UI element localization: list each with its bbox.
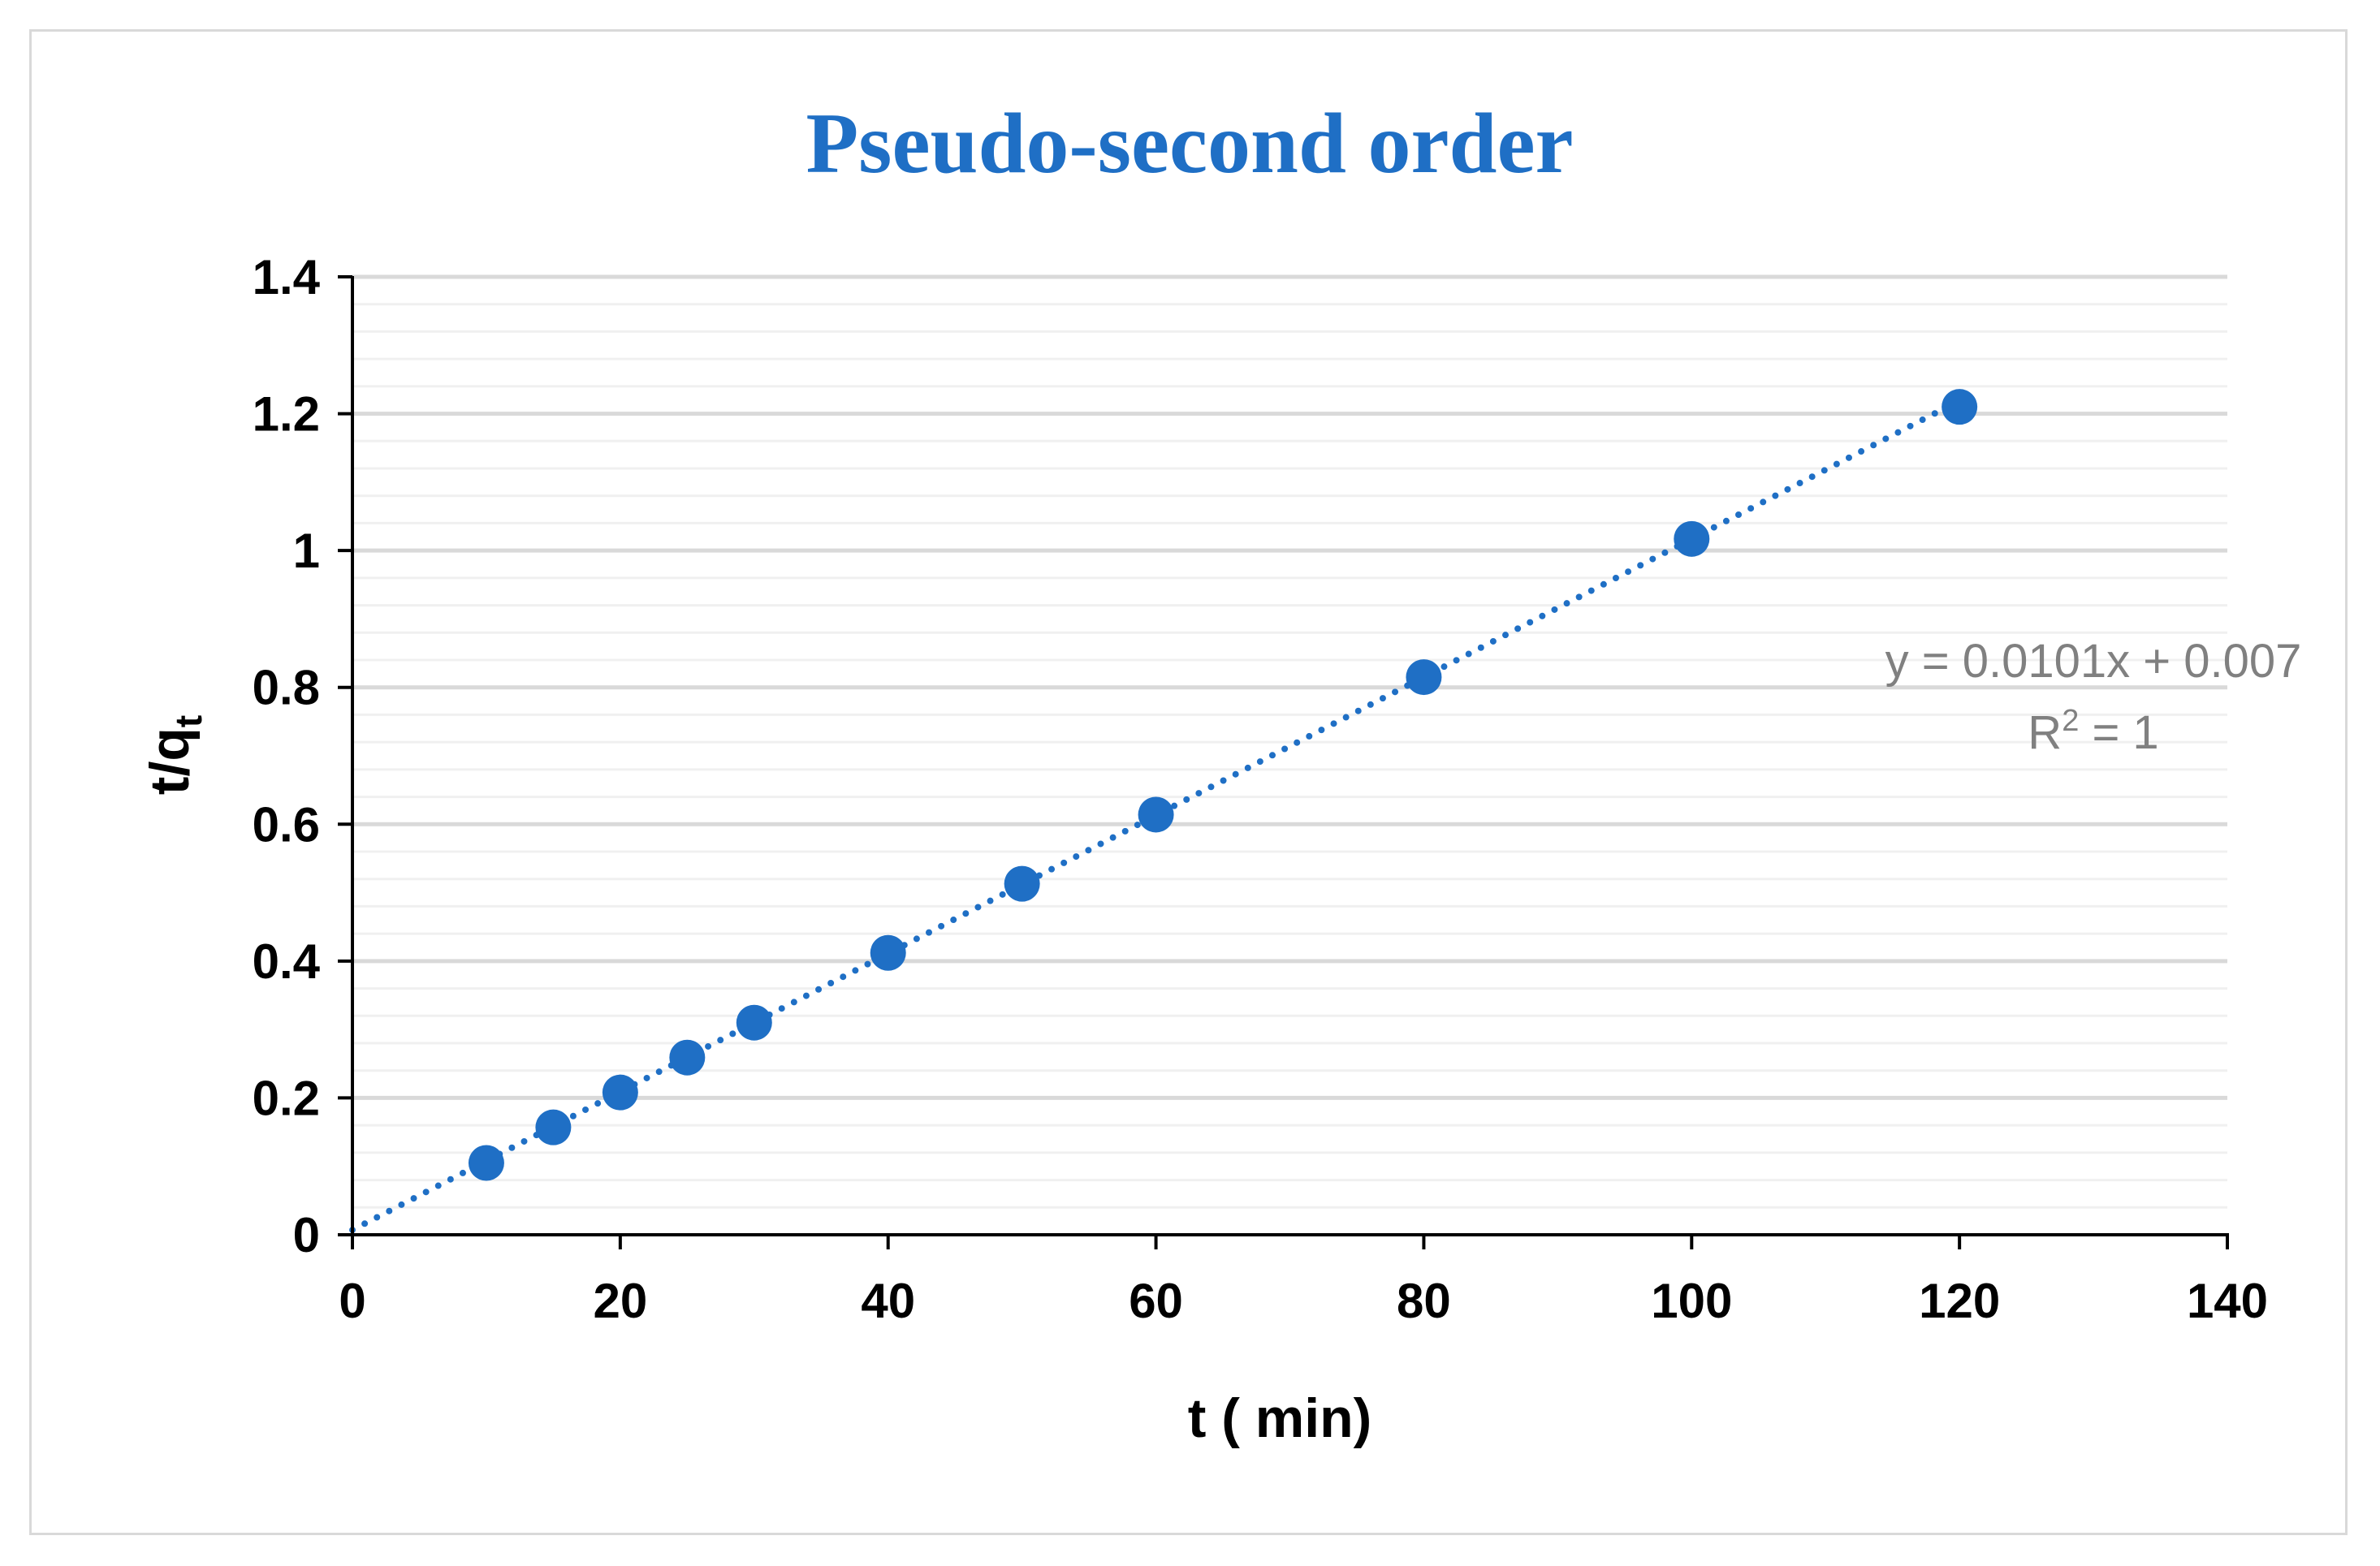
- data-point: [468, 1145, 504, 1181]
- x-tick-label: 80: [1397, 1274, 1451, 1328]
- y-tick-label: 0.2: [253, 1071, 320, 1125]
- data-point: [669, 1039, 706, 1076]
- r2-value: = 1: [2079, 706, 2158, 759]
- data-point: [535, 1109, 572, 1145]
- data-point: [602, 1074, 638, 1111]
- y-tick-label: 1: [293, 524, 320, 578]
- y-tick-label: 0.4: [253, 934, 321, 989]
- y-tick-label: 1.4: [253, 250, 321, 304]
- y-tick-label: 0: [293, 1208, 320, 1262]
- data-point: [870, 934, 906, 971]
- y-tick-label: 0.8: [253, 661, 320, 715]
- data-point: [1138, 796, 1174, 833]
- minor-grid: [352, 303, 2227, 1209]
- data-point: [1942, 389, 1978, 425]
- y-axis-title-subscript: t: [167, 715, 209, 727]
- x-tick-label: 120: [1919, 1274, 2000, 1328]
- axes: [338, 275, 2229, 1249]
- data-point: [736, 1004, 772, 1041]
- chart-frame: [29, 29, 2348, 1535]
- r2-label: R: [2028, 706, 2062, 759]
- data-points: [468, 389, 1978, 1181]
- trendline-equation: y = 0.0101x + 0.007: [1885, 635, 2302, 688]
- trendline-r-squared: R2 = 1: [2028, 704, 2158, 759]
- r2-superscript: 2: [2062, 704, 2079, 738]
- y-axis-title: t/qt: [139, 715, 209, 795]
- major-grid: [352, 274, 2227, 1100]
- x-tick-labels: 0 20 40 60 80 100 120 140: [339, 1274, 2268, 1328]
- x-tick-label: 100: [1651, 1274, 1732, 1328]
- chart-title: Pseudo-second order: [806, 96, 1573, 191]
- data-point: [1674, 520, 1710, 557]
- x-tick-label: 60: [1129, 1274, 1183, 1328]
- x-axis-title: t ( min): [1188, 1387, 1372, 1449]
- y-tick-labels: 0 0.2 0.4 0.6 0.8 1 1.2 1.4: [253, 250, 321, 1262]
- y-axis-title-main: t/q: [139, 727, 201, 795]
- x-tick-label: 140: [2187, 1274, 2268, 1328]
- x-tick-label: 0: [339, 1274, 365, 1328]
- data-point: [1406, 659, 1442, 696]
- x-tick-label: 20: [593, 1274, 647, 1328]
- x-tick-label: 40: [861, 1274, 915, 1328]
- y-tick-label: 1.2: [253, 387, 320, 442]
- y-tick-label: 0.6: [253, 797, 320, 852]
- data-point: [1004, 865, 1040, 902]
